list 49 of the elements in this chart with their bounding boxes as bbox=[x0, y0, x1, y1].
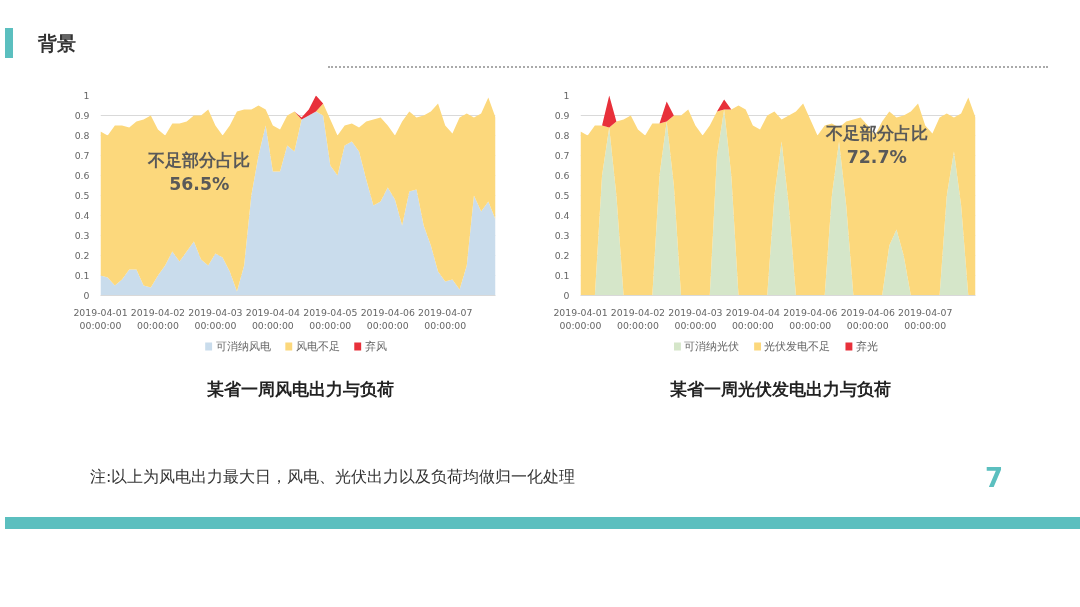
x-tick-label: 2019-04-04 00:00:00 bbox=[245, 306, 301, 331]
y-tick-label: 0.1 bbox=[554, 270, 570, 281]
y-tick-label: 0.2 bbox=[74, 250, 90, 261]
y-tick-label: 0 bbox=[83, 290, 90, 301]
y-tick-label: 0.4 bbox=[554, 210, 570, 221]
text: 某省一周光伏发电出力与负荷 bbox=[669, 378, 891, 401]
text: 注:以上为风电出力最大日，风电、光伏出力以及负荷均做归一化处理 bbox=[90, 466, 576, 488]
text: 某省一周风电出力与负荷 bbox=[206, 378, 394, 401]
y-tick-label: 0.3 bbox=[74, 230, 90, 241]
x-tick-label: 2019-04-03 00:00:00 bbox=[188, 306, 243, 331]
y-tick-label: 0.4 bbox=[74, 210, 90, 221]
annotation: 不足部分占比 56.5% bbox=[147, 149, 251, 194]
x-tick-label: 2019-04-05 00:00:00 bbox=[303, 306, 358, 331]
x-tick-label: 2019-04-06 00:00:00 bbox=[783, 306, 838, 331]
y-tick-label: 0.9 bbox=[74, 110, 90, 121]
x-tick-label: 2019-04-01 00:00:00 bbox=[73, 306, 128, 331]
legend-label: 弃风 bbox=[364, 340, 387, 353]
y-tick-label: 0.8 bbox=[74, 130, 90, 141]
y-tick-label: 0.5 bbox=[554, 190, 570, 201]
x-tick-label: 2019-04-06 00:00:00 bbox=[840, 306, 895, 331]
x-tick-label: 2019-04-02 00:00:00 bbox=[610, 306, 666, 331]
x-tick-label: 2019-04-04 00:00:00 bbox=[725, 306, 781, 331]
y-tick-label: 0.5 bbox=[74, 190, 90, 201]
annotation: 不足部分占比 72.7% bbox=[824, 122, 928, 167]
y-tick-label: 0.6 bbox=[554, 170, 570, 181]
legend-label: 弃光 bbox=[855, 340, 878, 353]
y-tick-label: 0.9 bbox=[554, 110, 570, 121]
x-tick-label: 2019-04-07 00:00:00 bbox=[898, 306, 953, 331]
legend-label: 光伏发电不足 bbox=[764, 340, 831, 353]
y-tick-label: 1 bbox=[563, 90, 570, 101]
legend-label: 风电不足 bbox=[295, 340, 340, 353]
y-tick-label: 1 bbox=[83, 90, 90, 101]
x-tick-label: 2019-04-01 00:00:00 bbox=[553, 306, 608, 331]
legend-label: 可消纳光伏 bbox=[684, 340, 740, 353]
x-tick-label: 2019-04-06 00:00:00 bbox=[360, 306, 415, 331]
text: 背景 bbox=[38, 31, 76, 56]
x-tick-label: 2019-04-03 00:00:00 bbox=[668, 306, 723, 331]
y-tick-label: 0.7 bbox=[554, 150, 570, 161]
y-tick-label: 0.3 bbox=[554, 230, 570, 241]
y-tick-label: 0.6 bbox=[74, 170, 90, 181]
y-tick-label: 0.2 bbox=[554, 250, 570, 261]
legend-label: 可消纳风电 bbox=[215, 340, 271, 353]
y-tick-label: 0.1 bbox=[74, 270, 90, 281]
x-tick-label: 2019-04-07 00:00:00 bbox=[418, 306, 473, 331]
x-tick-label: 2019-04-02 00:00:00 bbox=[130, 306, 186, 331]
y-tick-label: 0.7 bbox=[74, 150, 90, 161]
y-tick-label: 0.8 bbox=[554, 130, 570, 141]
y-tick-label: 0 bbox=[563, 290, 570, 301]
text: 7 bbox=[985, 462, 1004, 495]
